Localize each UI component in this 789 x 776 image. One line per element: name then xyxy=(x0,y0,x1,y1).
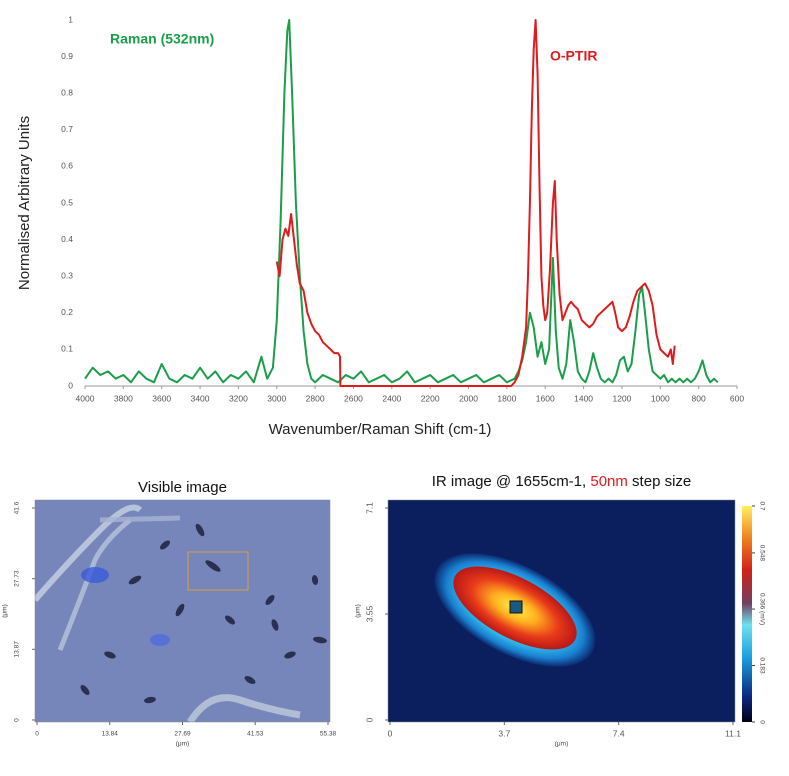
visible-image xyxy=(35,500,330,722)
y-tick-label: 0.3 xyxy=(61,270,73,280)
x-tick-label: 1400 xyxy=(574,393,593,403)
colorbar-tick-label: 0.366 (mV) xyxy=(758,593,765,625)
y-tick-label: 3.55 xyxy=(364,605,374,622)
title-part: 50nm xyxy=(590,473,628,490)
x-tick-label: 800 xyxy=(692,393,706,403)
colorbar-tick-label: 0.7 xyxy=(758,501,765,510)
y-tick-label: 13.87 xyxy=(14,641,21,658)
x-tick-label: 2000 xyxy=(459,393,478,403)
y-tick-label: 7.1 xyxy=(364,502,374,514)
series-line xyxy=(275,19,676,387)
image-frame xyxy=(387,499,736,723)
x-tick-label: 3600 xyxy=(152,393,171,403)
colorbar-tick-label: 0 xyxy=(758,720,765,724)
x-tick-label: 3800 xyxy=(114,393,133,403)
y-tick-label: 0.6 xyxy=(61,161,73,171)
y-tick-label: 41.6 xyxy=(14,501,21,514)
colorbar xyxy=(742,506,752,722)
x-tick-label: 41.53 xyxy=(247,731,264,738)
colorbar-tick-label: 0.183 xyxy=(758,657,765,674)
y-axis-label: (μm) xyxy=(2,604,9,618)
y-tick-label: 0.1 xyxy=(61,344,73,354)
y-tick-label: 0.4 xyxy=(61,234,73,244)
x-tick-label: 11.1 xyxy=(725,728,741,738)
title-part: IR image @ 1655cm-1, xyxy=(432,473,591,490)
x-tick-label: 1000 xyxy=(651,393,670,403)
x-tick-label: 2400 xyxy=(382,393,401,403)
x-tick-label: 0 xyxy=(388,728,393,738)
colorbar-tick-label: 0.548 xyxy=(758,545,765,562)
y-tick-label: 1 xyxy=(68,14,73,24)
x-axis-label: Wavenumber/Raman Shift (cm-1) xyxy=(269,421,492,438)
x-tick-label: 3.7 xyxy=(498,728,510,738)
y-tick-label: 27.73 xyxy=(14,570,21,587)
series-label: O-PTIR xyxy=(550,48,597,64)
y-tick-label: 0.8 xyxy=(61,87,73,97)
x-tick-label: 1600 xyxy=(536,393,555,403)
x-tick-label: 1200 xyxy=(612,393,631,403)
x-tick-label: 0 xyxy=(35,731,39,738)
series-line xyxy=(84,19,719,384)
y-tick-label: 0 xyxy=(68,380,73,390)
x-tick-label: 3200 xyxy=(229,393,248,403)
y-tick-label: 0.9 xyxy=(61,51,73,61)
x-tick-label: 7.4 xyxy=(613,728,625,738)
x-tick-label: 2800 xyxy=(306,393,325,403)
y-axis-label: (μm) xyxy=(355,604,362,618)
x-tick-label: 3000 xyxy=(267,393,286,403)
y-tick-label: 0.5 xyxy=(61,197,73,207)
x-tick-label: 1800 xyxy=(497,393,516,403)
y-axis-label: Normalised Arbitrary Units xyxy=(16,116,33,290)
chart-title: IR image @ 1655cm-1, 50nm step size xyxy=(432,473,692,490)
x-tick-label: 13.84 xyxy=(102,731,119,738)
x-axis-label: (μm) xyxy=(555,741,569,748)
x-tick-label: 27.69 xyxy=(174,731,191,738)
x-tick-label: 3400 xyxy=(191,393,210,403)
series-label: Raman (532nm) xyxy=(110,31,214,47)
x-tick-label: 600 xyxy=(730,393,744,403)
y-tick-label: 0.7 xyxy=(61,124,73,134)
y-tick-label: 0 xyxy=(14,718,21,722)
x-tick-label: 55.38 xyxy=(320,731,337,738)
x-tick-label: 4000 xyxy=(76,393,95,403)
y-tick-label: 0 xyxy=(364,717,374,722)
x-axis-label: (μm) xyxy=(176,741,190,748)
x-tick-label: 2600 xyxy=(344,393,363,403)
ir-image xyxy=(388,500,735,722)
x-tick-label: 2200 xyxy=(421,393,440,403)
y-tick-label: 0.2 xyxy=(61,307,73,317)
title-part: step size xyxy=(628,473,691,490)
chart-title: Visible image xyxy=(138,479,227,496)
